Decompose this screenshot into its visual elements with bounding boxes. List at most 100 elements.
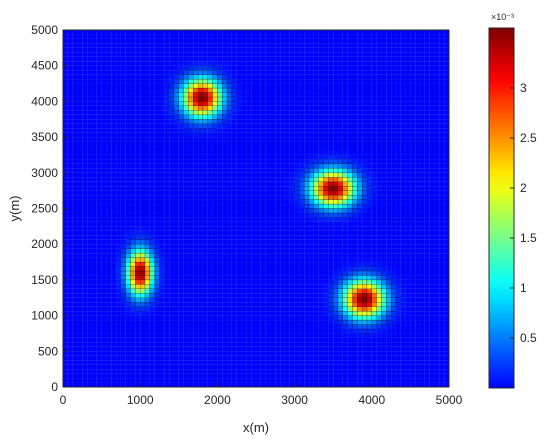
heatmap-cell (275, 168, 281, 173)
heatmap-cell (154, 248, 160, 254)
heatmap-cell (106, 266, 112, 272)
heatmap-cell (159, 324, 165, 330)
heatmap-cell (260, 368, 266, 374)
heatmap-cell (284, 186, 290, 191)
heatmap-cell (308, 279, 315, 285)
heatmap-cell (202, 34, 208, 40)
heatmap-cell (328, 239, 334, 245)
heatmap-cell (260, 293, 266, 298)
heatmap-cell (352, 203, 358, 209)
heatmap-cell (91, 29, 97, 35)
heatmap-cell (231, 172, 237, 178)
heatmap-cell (106, 226, 112, 231)
heatmap-cell (328, 114, 334, 120)
heatmap-cell (178, 346, 184, 352)
heatmap-cell (125, 172, 131, 178)
heatmap-cell (255, 65, 261, 71)
heatmap-cell (207, 333, 213, 339)
heatmap-cell (222, 351, 228, 356)
heatmap-cell (115, 34, 122, 40)
heatmap-cell (313, 248, 319, 254)
heatmap-cell (226, 310, 233, 316)
heatmap-cell (101, 61, 107, 66)
heatmap-cell (361, 270, 368, 276)
heatmap-cell (125, 74, 131, 80)
heatmap-cell (130, 105, 136, 111)
heatmap-cell (231, 351, 237, 356)
heatmap-cell (299, 208, 305, 214)
heatmap-cell (212, 324, 218, 330)
heatmap-cell (357, 114, 363, 120)
heatmap-cell (106, 194, 112, 200)
heatmap-cell (77, 65, 83, 71)
heatmap-cell (231, 337, 237, 343)
heatmap-cell (178, 65, 184, 71)
heatmap-cell (106, 239, 112, 245)
heatmap-cell (289, 101, 295, 107)
heatmap-cell (337, 186, 343, 191)
heatmap-cell (207, 212, 213, 218)
heatmap-cell (217, 74, 223, 80)
heatmap-cell (270, 154, 276, 160)
heatmap-cell (91, 333, 97, 339)
heatmap-cell (217, 78, 223, 84)
heatmap-cell (294, 315, 300, 321)
heatmap-cell (207, 368, 213, 374)
heatmap-cell (212, 150, 218, 156)
heatmap-cell (352, 217, 358, 223)
heatmap-cell (159, 368, 165, 374)
heatmap-cell (255, 105, 261, 111)
heatmap-cell (279, 114, 286, 120)
heatmap-cell (106, 346, 112, 352)
heatmap-cell (352, 270, 358, 276)
heatmap-cell (144, 244, 151, 249)
heatmap-cell (86, 319, 93, 325)
heatmap-cell (251, 297, 257, 303)
heatmap-cell (202, 38, 208, 44)
heatmap-cell (275, 275, 281, 281)
heatmap-cell (284, 65, 290, 71)
heatmap-cell (130, 377, 136, 383)
heatmap-cell (265, 43, 271, 48)
heatmap-cell (149, 319, 155, 325)
heatmap-cell (144, 43, 151, 48)
heatmap-cell (241, 248, 247, 254)
heatmap-cell (125, 284, 131, 289)
heatmap-cell (149, 150, 155, 156)
heatmap-cell (313, 288, 319, 294)
heatmap-cell (111, 145, 117, 151)
heatmap-cell (101, 297, 107, 303)
heatmap-cell (96, 217, 102, 223)
heatmap-cell (188, 96, 194, 102)
heatmap-cell (164, 221, 170, 227)
heatmap-cell (125, 377, 131, 383)
heatmap-cell (67, 101, 73, 107)
heatmap-cell (154, 65, 160, 71)
heatmap-cell (246, 360, 252, 365)
heatmap-cell (67, 159, 73, 165)
heatmap-cell (154, 324, 160, 330)
heatmap-cell (313, 181, 319, 187)
heatmap-cell (91, 136, 97, 142)
heatmap-cell (231, 70, 237, 75)
heatmap-cell (236, 319, 242, 325)
heatmap-cell (265, 217, 271, 223)
heatmap-cell (328, 172, 334, 178)
heatmap-cell (299, 181, 305, 187)
heatmap-cell (173, 203, 179, 209)
heatmap-cell (120, 342, 126, 347)
heatmap-cell (308, 248, 315, 254)
heatmap-cell (255, 235, 261, 240)
heatmap-cell (342, 105, 348, 111)
heatmap-cell (120, 333, 126, 339)
heatmap-cell (86, 342, 93, 347)
heatmap-cell (159, 199, 165, 205)
heatmap-cell (347, 52, 353, 57)
heatmap-cell (265, 342, 271, 347)
heatmap-cell (154, 190, 160, 196)
heatmap-cell (352, 360, 358, 365)
heatmap-cell (91, 181, 97, 187)
heatmap-cell (101, 208, 107, 214)
heatmap-cell (231, 105, 237, 111)
heatmap-cell (96, 65, 102, 71)
